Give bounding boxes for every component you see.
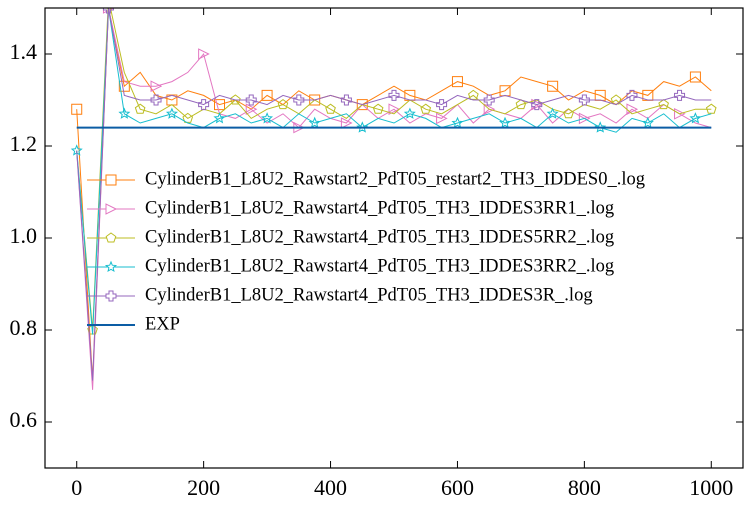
series-marker [451, 116, 464, 129]
series-marker [325, 103, 336, 114]
legend-label: CylinderB1_L8U2_Rawstart2_PdT05_restart2… [145, 169, 645, 189]
series-marker [563, 108, 574, 119]
y-tick-label: 1.4 [10, 39, 38, 64]
legend-marker [105, 174, 117, 186]
series-marker [388, 89, 400, 101]
series-marker [436, 112, 448, 125]
series-line [76, 8, 712, 331]
y-tick-label: 1.2 [10, 131, 38, 156]
series-marker [277, 98, 289, 110]
series-marker [578, 112, 591, 125]
series-marker [658, 98, 669, 110]
series-marker [626, 89, 638, 101]
series-line [76, 8, 712, 335]
series-marker [499, 85, 511, 97]
y-tick-label: 0.6 [10, 407, 38, 432]
legend-marker [104, 260, 118, 273]
x-tick-label: 400 [314, 475, 347, 500]
series-marker [71, 103, 83, 115]
series-marker [245, 103, 258, 116]
series-marker [230, 94, 241, 105]
series-marker [451, 76, 463, 88]
series-marker [102, 8, 114, 14]
series-marker [166, 94, 178, 106]
series-marker [674, 89, 686, 101]
series-marker [499, 116, 512, 129]
series-line [76, 8, 712, 390]
series-marker [705, 103, 717, 114]
legend-label: EXP [145, 314, 180, 334]
series-marker [531, 99, 543, 111]
series-marker [245, 94, 257, 106]
series-marker [372, 103, 384, 114]
series-marker [420, 103, 432, 114]
x-tick-label: 0 [71, 475, 82, 500]
series-marker [674, 107, 686, 120]
series-marker [483, 94, 495, 106]
series-marker [309, 94, 321, 106]
series-marker [578, 94, 590, 106]
series-marker [340, 94, 352, 106]
legend: CylinderB1_L8U2_Rawstart2_PdT05_restart2… [87, 169, 645, 334]
series-marker [483, 103, 496, 116]
series-marker [468, 89, 479, 100]
legend-label: CylinderB1_L8U2_Rawstart4_PdT05_TH3_IDDE… [145, 285, 593, 305]
series-marker [198, 99, 210, 111]
series-marker [340, 117, 353, 129]
series-marker [547, 80, 559, 92]
series-marker [165, 107, 178, 119]
series-line [76, 8, 712, 381]
legend-label: CylinderB1_L8U2_Rawstart4_PdT05_TH3_IDDE… [145, 227, 614, 247]
series-marker [308, 116, 321, 129]
series-marker [198, 48, 210, 60]
series-marker [689, 71, 701, 83]
x-tick-label: 600 [441, 475, 474, 500]
series-marker [388, 103, 401, 116]
x-tick-label: 800 [568, 475, 601, 500]
x-tick-label: 200 [187, 475, 220, 500]
series-marker [403, 107, 416, 119]
series-marker [356, 121, 369, 133]
legend-label: CylinderB1_L8U2_Rawstart4_PdT05_TH3_IDDE… [145, 198, 614, 218]
series-marker [594, 121, 607, 133]
series-marker [641, 116, 654, 129]
legend-marker [105, 290, 117, 302]
series-marker [150, 80, 163, 93]
series-marker [150, 94, 162, 106]
series-marker [134, 103, 146, 114]
series-marker [261, 89, 273, 101]
series-marker [594, 89, 606, 101]
series-marker [546, 107, 559, 119]
series-marker [261, 112, 274, 124]
series-marker [118, 107, 131, 119]
legend-marker [105, 203, 118, 215]
y-tick-label: 0.8 [10, 315, 38, 340]
y-tick-label: 1.0 [10, 223, 38, 248]
series-marker [610, 94, 622, 105]
series-marker [689, 112, 702, 124]
series-marker [436, 99, 448, 111]
series-marker [515, 98, 527, 110]
legend-marker [105, 232, 117, 243]
legend-label: CylinderB1_L8U2_Rawstart4_PdT05_TH3_IDDE… [145, 256, 614, 276]
series-marker [293, 94, 305, 106]
series-marker [118, 80, 130, 92]
series-marker [213, 112, 226, 124]
x-tick-label: 1000 [689, 475, 733, 500]
plot-area [70, 8, 717, 390]
